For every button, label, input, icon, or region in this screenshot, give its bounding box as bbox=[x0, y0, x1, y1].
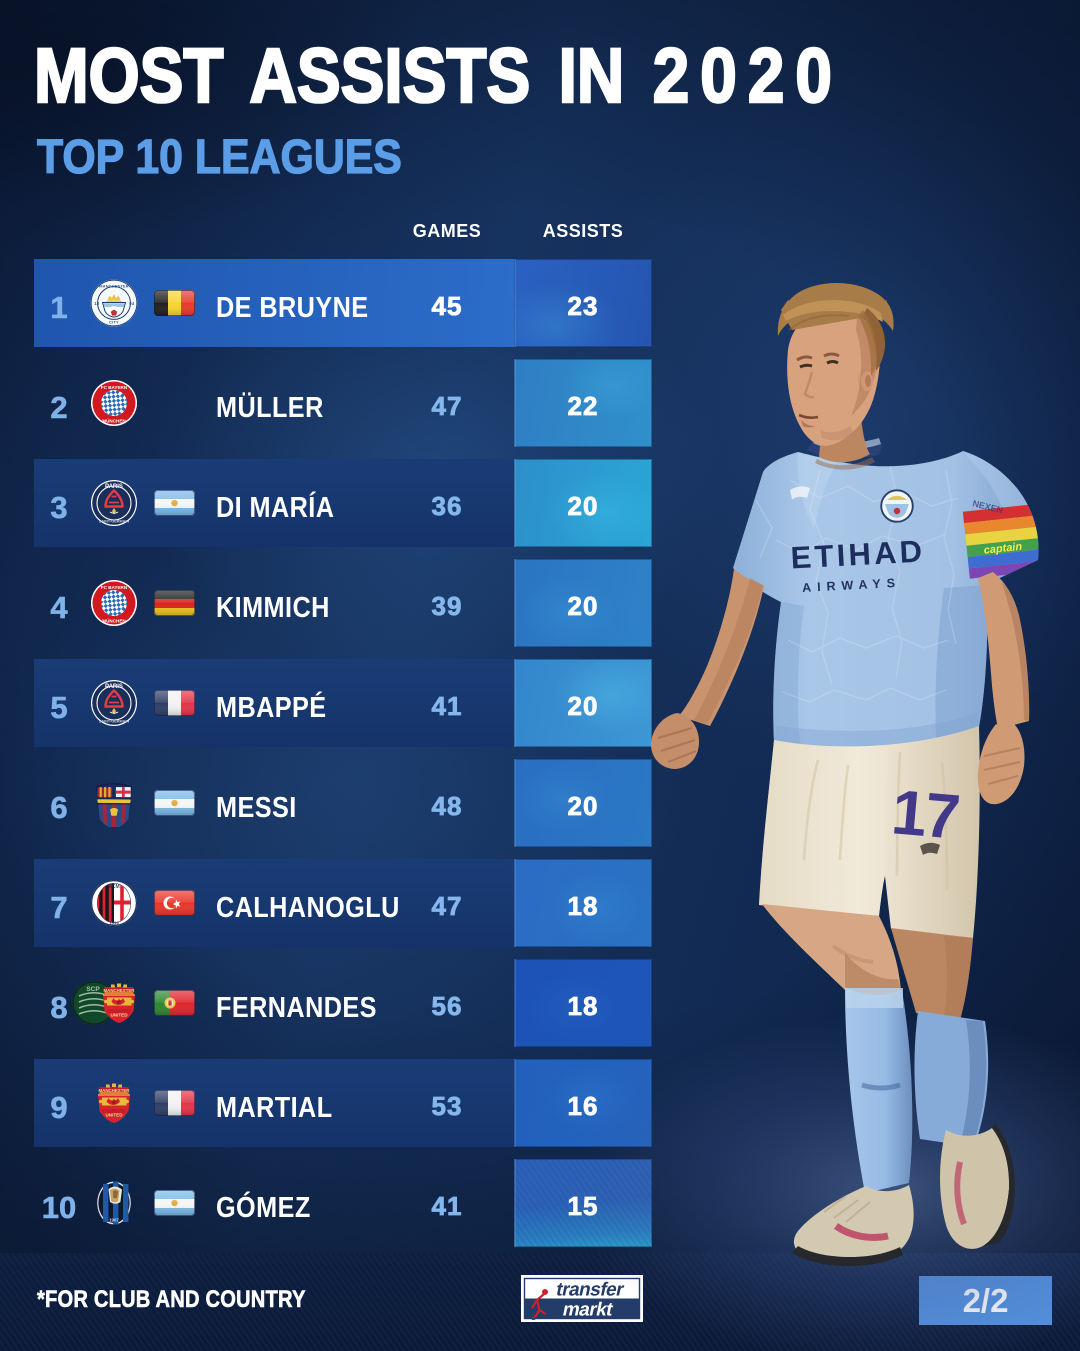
svg-text:UNITED: UNITED bbox=[105, 1113, 123, 1118]
svg-text:PARIS: PARIS bbox=[105, 484, 123, 490]
svg-text:1899: 1899 bbox=[109, 921, 119, 926]
svg-text:AIRWAYS: AIRWAYS bbox=[802, 576, 902, 595]
svg-text:PARIS: PARIS bbox=[105, 684, 123, 690]
svg-text:94: 94 bbox=[129, 301, 135, 306]
svg-text:SAINT-GERMAIN: SAINT-GERMAIN bbox=[99, 720, 130, 724]
svg-text:18: 18 bbox=[94, 301, 100, 306]
svg-text:MÜNCHEN: MÜNCHEN bbox=[102, 617, 126, 623]
svg-text:MANCHESTER: MANCHESTER bbox=[99, 1088, 131, 1093]
svg-text:ETIHAD: ETIHAD bbox=[790, 534, 926, 576]
svg-text:MANCHESTER: MANCHESTER bbox=[104, 988, 136, 993]
svg-text:captain: captain bbox=[983, 541, 1023, 557]
svg-text:FC BAYERN: FC BAYERN bbox=[101, 585, 128, 590]
svg-text:MÜNCHEN: MÜNCHEN bbox=[102, 417, 126, 423]
svg-text:UNITED: UNITED bbox=[110, 1013, 128, 1018]
svg-text:SCP: SCP bbox=[86, 986, 100, 993]
svg-text:17: 17 bbox=[889, 777, 961, 852]
svg-text:FC BAYERN: FC BAYERN bbox=[101, 385, 128, 390]
svg-text:markt: markt bbox=[561, 1300, 616, 1321]
svg-text:CITY: CITY bbox=[109, 320, 119, 325]
svg-text:transfer: transfer bbox=[554, 1280, 626, 1301]
svg-text:ACM: ACM bbox=[108, 884, 119, 890]
svg-text:1907: 1907 bbox=[109, 1218, 119, 1223]
svg-text:MANCHESTER: MANCHESTER bbox=[99, 283, 128, 288]
svg-text:SAINT-GERMAIN: SAINT-GERMAIN bbox=[99, 520, 130, 524]
